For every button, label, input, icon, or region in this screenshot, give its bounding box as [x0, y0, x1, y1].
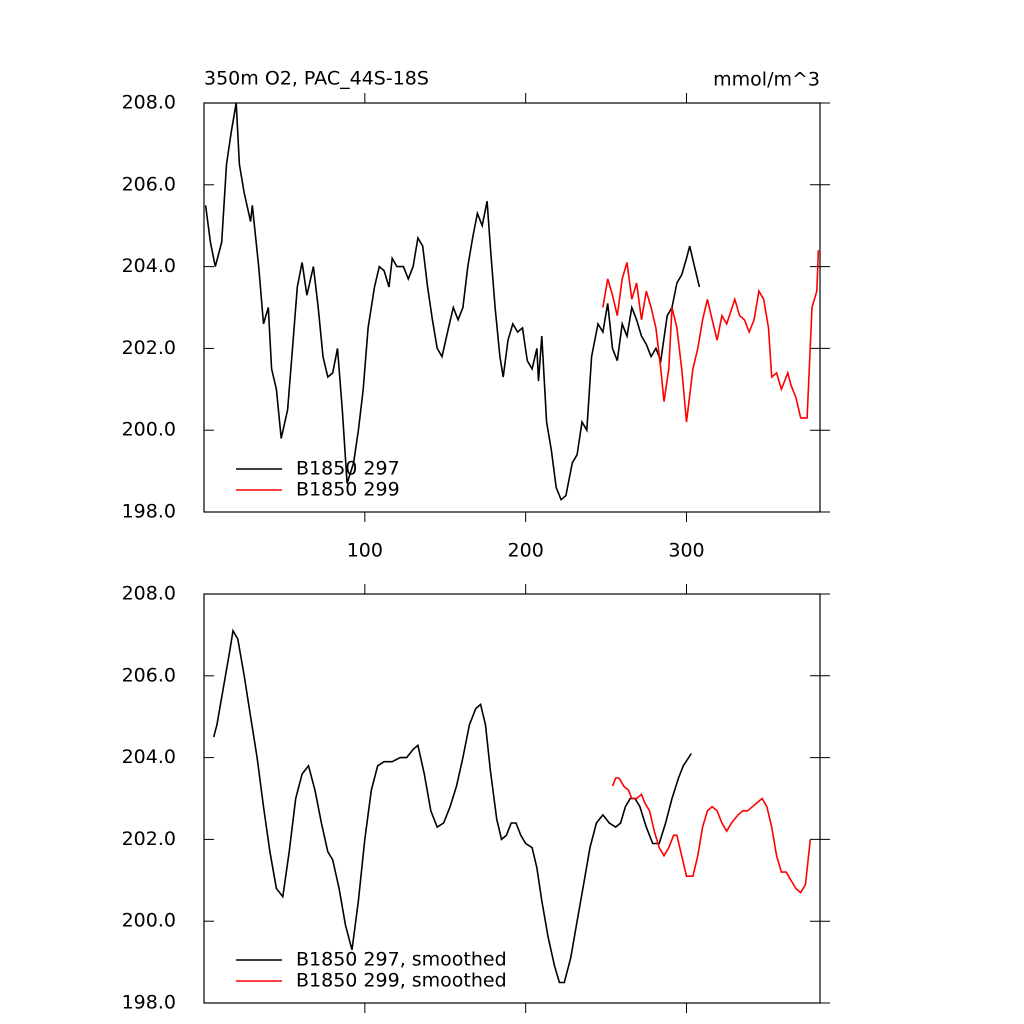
legend-label: B1850 297 [296, 458, 400, 480]
chart-title: 350m O2, PAC_44S-18S [204, 68, 429, 90]
legend-label: B1850 299 [296, 479, 400, 501]
y-tick-label: 200.0 [122, 910, 176, 932]
x-tick-label: 300 [668, 540, 704, 562]
y-tick-label: 202.0 [122, 828, 176, 850]
data-line [212, 628, 692, 984]
plot-frame [203, 593, 821, 1004]
y-tick-label: 208.0 [122, 583, 176, 605]
x-tick-label: 200 [508, 540, 544, 562]
units-label: mmol/m^3 [713, 69, 820, 91]
x-tick-label: 100 [347, 540, 383, 562]
data-line [611, 777, 812, 894]
y-tick-label: 206.0 [122, 664, 176, 686]
plot-frame [203, 102, 821, 513]
data-line [602, 250, 820, 423]
y-tick-label: 208.0 [122, 92, 176, 114]
y-tick-label: 204.0 [122, 746, 176, 768]
data-line [204, 102, 701, 502]
legend-label: B1850 299, smoothed [296, 970, 507, 992]
y-tick-label: 198.0 [122, 992, 176, 1014]
legend-label: B1850 297, smoothed [296, 949, 507, 971]
y-tick-label: 204.0 [122, 255, 176, 277]
y-tick-label: 206.0 [122, 173, 176, 195]
y-tick-label: 200.0 [122, 419, 176, 441]
y-tick-label: 202.0 [122, 337, 176, 359]
y-tick-label: 198.0 [122, 501, 176, 523]
